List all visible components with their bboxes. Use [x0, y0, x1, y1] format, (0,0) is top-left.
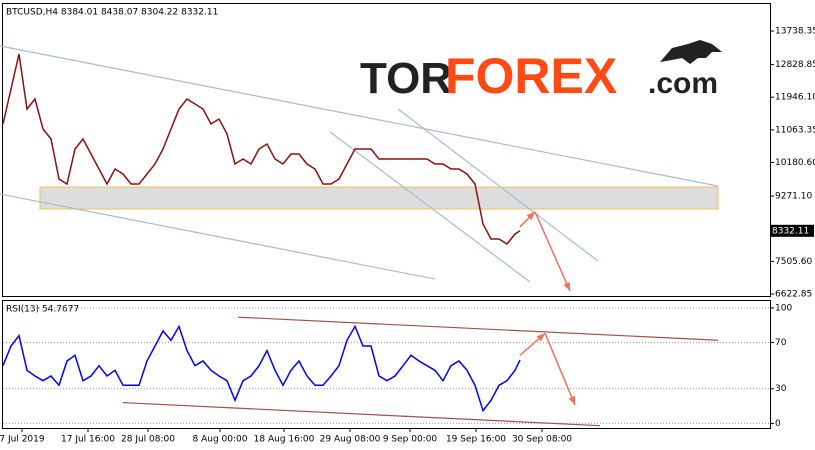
arrow-head: [526, 211, 535, 221]
logo-bull: [660, 40, 722, 64]
y-tick-label: 7505.60: [775, 257, 812, 267]
rsi-panel: [2, 300, 771, 429]
trendline: [237, 316, 719, 341]
x-tick-label: 7 Jul 2019: [0, 435, 45, 445]
x-tick-label: 30 Sep 08:00: [512, 435, 572, 445]
y-tick-label: 6622.85: [775, 289, 812, 299]
y-tick-label: 12828.85: [775, 60, 815, 70]
arrow: [544, 333, 576, 406]
current-price-box: [770, 224, 814, 237]
trendline: [0, 193, 436, 280]
y-tick-label: 13738.35: [775, 27, 815, 37]
arrow-head: [563, 282, 570, 292]
panel-title: BTCUSD,H4 8384.01 8438.07 8304.22 8332.1…: [6, 8, 218, 18]
trendline: [329, 131, 531, 283]
logo-com: .com: [648, 67, 718, 100]
arrow: [534, 211, 571, 292]
trendline: [397, 108, 599, 262]
y-tick-label: 10180.60: [775, 158, 815, 168]
arrow-head: [536, 333, 545, 342]
y-tick-label: 11946.10: [775, 93, 815, 103]
y-tick-label: 9271.10: [775, 192, 812, 202]
trendline: [0, 45, 719, 187]
price-panel: [2, 3, 771, 297]
logo-tor: TOR: [360, 54, 452, 103]
y-tick-label: 70: [775, 338, 787, 348]
panel-title: RSI(13) 54.7677: [6, 305, 79, 315]
y-tick-label: 11063.35: [775, 125, 815, 135]
x-tick-label: 19 Sep 16:00: [446, 435, 506, 445]
y-tick-label: 100: [775, 303, 792, 313]
x-tick-label: 8 Aug 00:00: [193, 435, 248, 445]
y-tick-label: 30: [775, 384, 787, 394]
y-tick-label: 0: [775, 419, 781, 429]
series-line: [2, 324, 521, 413]
x-tick-label: 29 Aug 08:00: [320, 435, 381, 445]
x-tick-label: 18 Aug 16:00: [254, 435, 315, 445]
x-tick-label: 9 Sep 00:00: [383, 435, 438, 445]
logo-forex: FOREX: [445, 48, 617, 104]
arrow-head: [568, 395, 575, 405]
zone: [39, 186, 719, 210]
series-line: [2, 53, 521, 245]
x-tick-label: 28 Jul 08:00: [121, 435, 175, 445]
x-tick-label: 17 Jul 16:00: [61, 435, 115, 445]
current-price-label: 8332.11: [772, 226, 809, 236]
trendline: [122, 402, 601, 427]
